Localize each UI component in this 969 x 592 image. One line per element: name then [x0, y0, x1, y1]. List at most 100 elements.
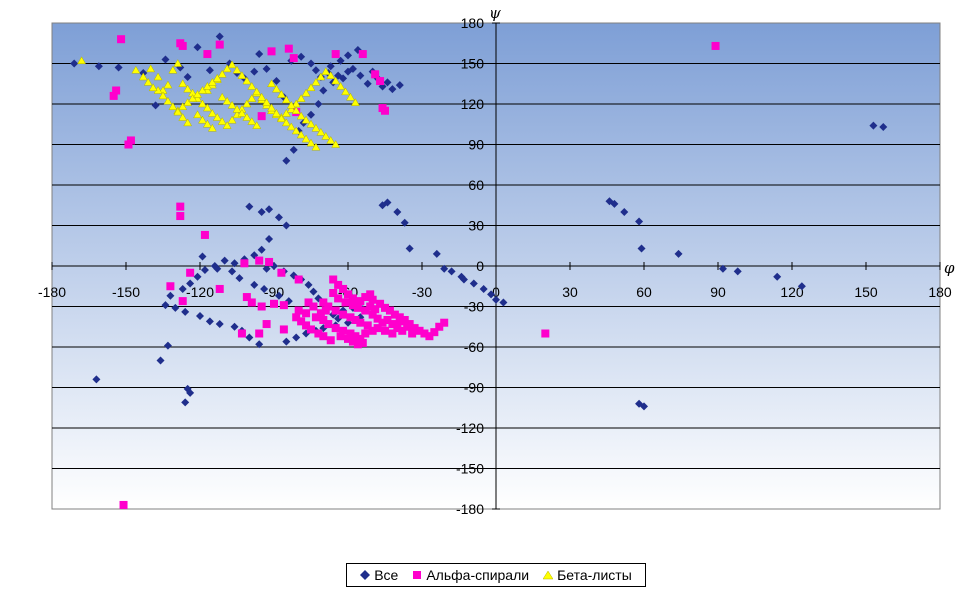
square-point [348, 301, 357, 310]
triangle-point [306, 119, 316, 128]
triangle-point [267, 103, 276, 112]
square-point [388, 320, 397, 329]
triangle-point [222, 64, 232, 73]
diamond-point [869, 121, 878, 130]
square-point [376, 299, 385, 308]
triangle-point [276, 114, 286, 123]
triangle-point [178, 102, 188, 110]
square-point [390, 310, 399, 319]
diamond-point [272, 77, 281, 86]
square-point [178, 297, 187, 306]
square-point [395, 313, 404, 322]
x-tick-label: 180 [928, 284, 952, 300]
square-point [326, 336, 335, 345]
diamond-point [356, 71, 365, 80]
diamond-point [314, 100, 323, 108]
y-axis-title: ψ [489, 4, 501, 22]
diamond-point [718, 264, 727, 273]
diamond-point [487, 290, 496, 299]
diamond-point [181, 398, 190, 407]
diamond-point [383, 198, 392, 207]
square-point [284, 44, 293, 53]
diamond-marker-icon [360, 570, 371, 580]
square-point [358, 50, 367, 59]
diamond-point [178, 284, 187, 293]
square-point [331, 306, 340, 315]
legend-label-beta: Бета-листы [557, 567, 632, 583]
series-2 [77, 56, 360, 151]
square-point [378, 318, 387, 327]
square-point [242, 293, 251, 302]
triangle-point [198, 115, 207, 124]
square-point [319, 332, 328, 341]
series-1 [109, 35, 720, 509]
diamond-point [282, 337, 291, 346]
triangle-point [173, 58, 183, 67]
diamond-point [163, 341, 172, 350]
triangle-point [237, 108, 247, 117]
diamond-point [250, 251, 259, 260]
diamond-point [499, 298, 508, 307]
diamond-point [262, 64, 271, 73]
diamond-point [336, 56, 345, 65]
square-point [302, 309, 311, 318]
square-point [237, 329, 246, 338]
diamond-point [393, 208, 402, 216]
square-point [395, 317, 404, 326]
square-point [319, 316, 328, 324]
triangle-point [183, 118, 193, 127]
triangle-point [207, 123, 217, 132]
diamond-point [156, 356, 165, 365]
legend-item-beta: Бета-листы [543, 567, 632, 583]
square-point [381, 326, 389, 335]
square-point [334, 294, 343, 303]
square-point [388, 329, 397, 338]
triangle-point [143, 77, 153, 86]
square-point [353, 340, 362, 349]
triangle-point [331, 76, 341, 85]
square-point [109, 91, 118, 100]
square-marker-icon [413, 571, 422, 579]
square-point [302, 321, 311, 330]
x-tick-label: 120 [780, 284, 804, 300]
triangle-point [321, 131, 331, 140]
square-point [363, 321, 372, 330]
square-point [361, 306, 370, 315]
square-point [440, 318, 449, 327]
diamond-point [114, 63, 123, 72]
square-point [341, 298, 350, 307]
diamond-point [215, 32, 224, 41]
x-axis-title: φ [944, 259, 955, 277]
square-point [339, 310, 348, 319]
square-point [215, 40, 224, 49]
triangle-point [321, 67, 331, 75]
y-tick-label: -90 [464, 380, 484, 396]
square-point [321, 306, 330, 315]
diamond-point [640, 402, 648, 411]
diamond-point [469, 279, 478, 288]
diamond-point [193, 272, 202, 281]
triangle-point [242, 99, 252, 108]
square-point [383, 316, 392, 324]
square-point [186, 268, 195, 277]
triangle-point [168, 65, 178, 74]
diamond-point [388, 85, 397, 94]
diamond-point [620, 208, 629, 216]
square-point [166, 282, 175, 291]
square-point [356, 318, 365, 327]
triangle-point [341, 87, 350, 96]
diamond-point [196, 311, 204, 320]
square-point [247, 298, 256, 307]
diamond-point [166, 291, 175, 300]
diamond-point [70, 59, 79, 68]
diamond-point [307, 110, 315, 119]
y-tick-label: 180 [461, 15, 485, 31]
diamond-point [289, 145, 298, 154]
square-point [176, 202, 185, 211]
square-point [270, 299, 278, 308]
square-point [334, 280, 343, 289]
square-point [368, 295, 377, 304]
diamond-point [282, 156, 291, 165]
diamond-point [250, 67, 259, 76]
